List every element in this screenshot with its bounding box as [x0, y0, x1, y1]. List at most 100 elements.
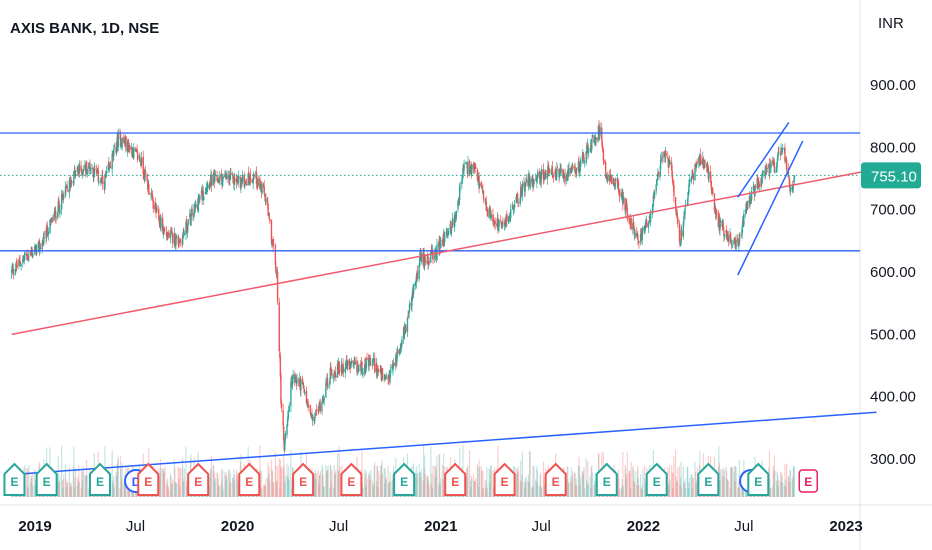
- volume-bar: [683, 483, 685, 497]
- candle-body: [746, 209, 748, 211]
- volume-bar: [185, 481, 188, 497]
- volume-bar: [369, 475, 371, 497]
- volume-bar: [121, 462, 123, 497]
- candle-body: [537, 172, 539, 177]
- candle-body: [261, 184, 263, 194]
- volume-bar: [268, 474, 270, 497]
- candle-body: [568, 168, 570, 176]
- volume-bar: [334, 474, 336, 497]
- candle-body: [280, 402, 283, 409]
- volume-bar: [443, 466, 445, 497]
- candle-body: [579, 165, 581, 170]
- volume-bar: [618, 488, 621, 497]
- candle-body: [453, 215, 456, 228]
- volume-bar: [213, 471, 215, 497]
- candle-body: [777, 151, 779, 156]
- volume-bar: [32, 486, 34, 497]
- candle-body: [16, 264, 18, 267]
- candle-body: [88, 162, 90, 169]
- candle-body: [117, 134, 119, 147]
- volume-bar: [218, 486, 220, 497]
- candle-body: [501, 221, 504, 224]
- volume-bar: [183, 479, 185, 497]
- volume-bar: [371, 480, 374, 497]
- candle-body: [232, 175, 234, 184]
- candle-body: [463, 163, 465, 171]
- volume-bar: [225, 472, 228, 497]
- volume-bar: [119, 455, 122, 497]
- candle-body: [652, 204, 654, 212]
- volume-bar: [492, 486, 495, 497]
- candle-body: [109, 165, 111, 167]
- volume-bar: [315, 478, 317, 497]
- volume-bar: [391, 474, 394, 497]
- candle-body: [152, 200, 154, 209]
- candle-body: [784, 159, 787, 162]
- candle-body: [703, 160, 706, 169]
- candle-body: [230, 173, 232, 176]
- candle-body: [369, 360, 371, 363]
- candle-body: [656, 178, 658, 181]
- candle-body: [673, 185, 675, 197]
- volume-bar: [786, 463, 788, 497]
- volume-bar: [71, 487, 73, 497]
- volume-bar: [62, 488, 64, 497]
- candle-body: [133, 147, 135, 158]
- volume-bar: [625, 479, 627, 497]
- volume-bar: [532, 465, 534, 497]
- candle-body: [166, 235, 168, 237]
- volume-bar: [634, 471, 636, 497]
- volume-bar: [260, 471, 263, 497]
- candle-body: [542, 169, 545, 180]
- volume-bar: [478, 459, 480, 497]
- earnings-marker-shape: [645, 462, 668, 496]
- candle-body: [179, 239, 182, 242]
- candle-body: [115, 146, 118, 152]
- candle-body: [418, 265, 420, 280]
- candle-body: [301, 378, 304, 385]
- candle-body: [696, 162, 698, 165]
- candle-body: [241, 174, 244, 182]
- time-axis[interactable]: 2019 Jul 2020 Jul 2021 Jul 2022 Jul 2023: [18, 518, 862, 535]
- volume-bar: [419, 471, 421, 497]
- volume-bar: [327, 465, 329, 497]
- volume-bar: [273, 482, 275, 497]
- volume-bar: [280, 466, 282, 497]
- candle-body: [481, 185, 483, 189]
- volume-bar: [678, 466, 681, 497]
- candle-body: [582, 152, 585, 159]
- candle-body: [381, 368, 384, 378]
- event-marker-earnings-green: E: [3, 462, 26, 496]
- candle-body: [22, 259, 24, 264]
- candle-body: [593, 140, 596, 144]
- volume-bar: [259, 445, 261, 497]
- volume-bar: [681, 487, 683, 497]
- event-marker-earnings-red: E: [493, 462, 516, 496]
- volume-bar: [618, 478, 620, 497]
- candle-body: [330, 367, 332, 372]
- volume-bar: [178, 467, 180, 497]
- volume-bar: [230, 481, 232, 497]
- volume-bar: [291, 478, 293, 497]
- volume-bar: [162, 468, 164, 497]
- candle-body: [481, 188, 484, 190]
- candle-body: [302, 385, 305, 389]
- candle-body: [738, 245, 740, 247]
- earnings-marker-shape: [493, 462, 516, 496]
- price-axis[interactable]: 300.00 400.00 500.00 600.00 700.00 800.00 900.…: [870, 77, 916, 468]
- candle-body: [575, 169, 577, 175]
- volume-bar: [381, 473, 384, 497]
- volume-bar: [233, 481, 235, 497]
- candle-body: [279, 352, 281, 358]
- volume-bar: [684, 478, 686, 497]
- candle-body: [713, 193, 716, 211]
- volume-bar: [372, 483, 374, 497]
- volume-bar: [667, 485, 669, 497]
- volume-bar: [286, 463, 288, 497]
- volume-bar: [574, 473, 576, 497]
- volume-bar: [325, 465, 327, 497]
- candle-body: [191, 208, 193, 216]
- candle-body: [329, 380, 331, 385]
- volume-bar: [580, 477, 582, 497]
